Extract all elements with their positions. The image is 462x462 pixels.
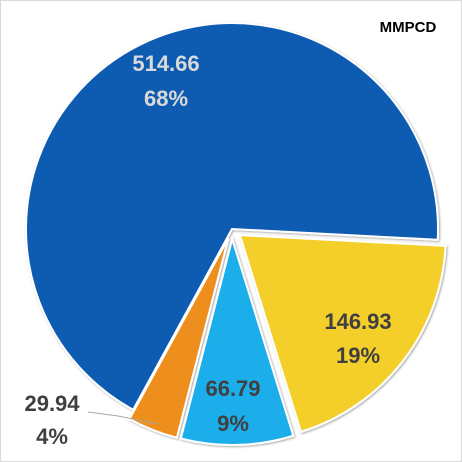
pie-slice [25, 22, 439, 412]
data-label: 146.93 [324, 309, 391, 334]
data-label: 29.94 [24, 391, 80, 416]
percent-label: 9% [217, 411, 249, 436]
data-label: 66.79 [205, 376, 260, 401]
percent-label: 68% [144, 86, 188, 111]
pie-slice [179, 235, 295, 446]
percent-label: 4% [36, 424, 68, 449]
pie-slice [128, 237, 230, 439]
leader-line [87, 411, 159, 425]
percent-label: 19% [336, 343, 380, 368]
pie-slice [238, 234, 447, 434]
chart-title: MMPCD [380, 19, 437, 36]
data-label: 514.66 [132, 51, 199, 76]
